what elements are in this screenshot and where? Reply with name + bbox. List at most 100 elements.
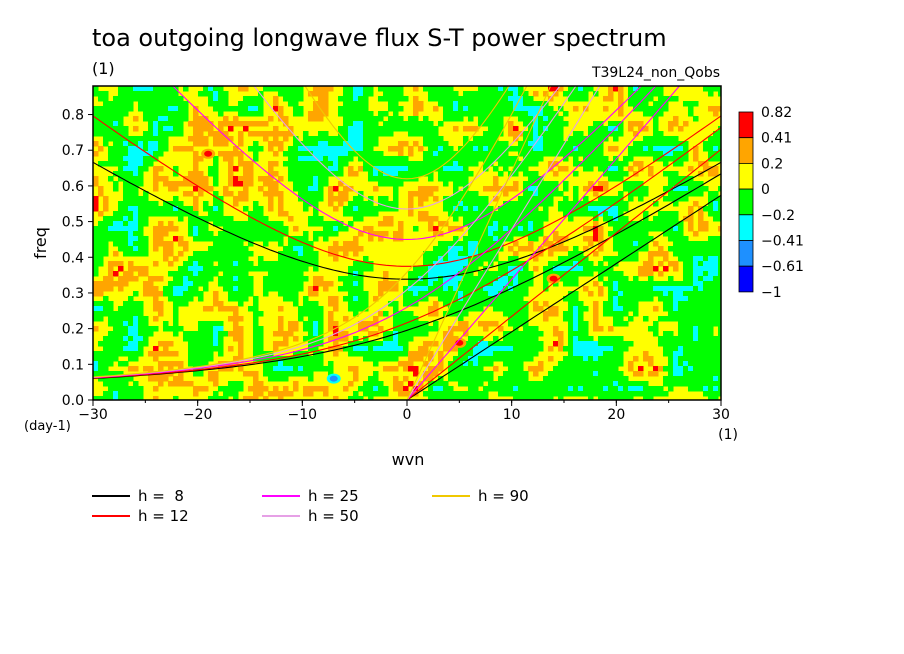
heatmap-cell xyxy=(433,136,439,142)
heatmap-cell xyxy=(93,366,99,372)
heatmap-cell xyxy=(563,141,569,147)
heatmap-cell xyxy=(718,211,721,217)
heatmap-cell xyxy=(533,396,539,400)
heatmap-cell xyxy=(93,176,99,182)
heatmap-cell xyxy=(168,91,174,97)
heatmap-cell xyxy=(533,346,539,352)
heatmap-cell xyxy=(553,181,559,187)
heatmap-cell xyxy=(613,161,619,167)
heatmap-cell xyxy=(643,226,649,232)
heatmap-cell xyxy=(493,86,499,92)
heatmap-cell xyxy=(483,271,489,277)
heatmap-cell xyxy=(253,231,259,237)
heatmap-cell xyxy=(493,96,499,102)
heatmap-cell xyxy=(508,156,514,162)
heatmap-cell xyxy=(713,131,719,137)
heatmap-cell xyxy=(678,251,684,257)
heatmap-cell xyxy=(133,146,139,152)
heatmap-cell xyxy=(108,286,114,292)
heatmap-cell xyxy=(313,191,319,197)
heatmap-cell xyxy=(188,346,194,352)
heatmap-cell xyxy=(268,231,274,237)
heatmap-cell xyxy=(353,211,359,217)
dispersion-curve-ig xyxy=(93,161,721,280)
heatmap-cell xyxy=(508,356,514,362)
heatmap-cell xyxy=(133,386,139,392)
heatmap-cell xyxy=(718,141,721,147)
heatmap-cell xyxy=(223,226,229,232)
heatmap-cell xyxy=(613,381,619,387)
heatmap-cell xyxy=(253,266,259,272)
heatmap-cell xyxy=(543,191,549,197)
heatmap-cell xyxy=(673,136,679,142)
heatmap-cell xyxy=(428,166,434,172)
heatmap-cell xyxy=(668,281,674,287)
heatmap-cell xyxy=(528,326,534,332)
heatmap-cell xyxy=(118,286,124,292)
heatmap-cell xyxy=(628,306,634,312)
heatmap-cell xyxy=(283,96,289,102)
heatmap-cell xyxy=(543,216,549,222)
heatmap-cell xyxy=(183,301,189,307)
heatmap-cell xyxy=(533,331,539,337)
heatmap-cell xyxy=(388,161,394,167)
heatmap-cell xyxy=(613,391,619,397)
heatmap-cell xyxy=(218,106,224,112)
heatmap-cell xyxy=(593,326,599,332)
heatmap-cell xyxy=(573,321,579,327)
heatmap-cell xyxy=(648,236,654,242)
heatmap-cell xyxy=(358,276,364,282)
heatmap-cell xyxy=(588,361,594,367)
heatmap-cell xyxy=(453,196,459,202)
heatmap-cell xyxy=(233,331,239,337)
heatmap-cell xyxy=(308,146,314,152)
heatmap-cell xyxy=(283,151,289,157)
heatmap-cell xyxy=(603,366,609,372)
heatmap-cell xyxy=(338,331,344,337)
heatmap-cell xyxy=(133,201,139,207)
heatmap-cell xyxy=(203,266,209,272)
heatmap-cell xyxy=(483,86,489,92)
heatmap-cell xyxy=(268,286,274,292)
heatmap-cell xyxy=(173,381,179,387)
heatmap-cell xyxy=(433,321,439,327)
heatmap-cell xyxy=(693,256,699,262)
heatmap-cell xyxy=(538,126,544,132)
heatmap-cell xyxy=(173,111,179,117)
heatmap-cell xyxy=(413,141,419,147)
heatmap-cell xyxy=(718,391,721,397)
heatmap-cell xyxy=(113,211,119,217)
heatmap-cell xyxy=(428,191,434,197)
heatmap-cell xyxy=(263,356,269,362)
heatmap-cell xyxy=(558,331,564,337)
heatmap-cell xyxy=(133,136,139,142)
heatmap-cell xyxy=(443,106,449,112)
heatmap-cell xyxy=(363,291,369,297)
heatmap-cell xyxy=(523,356,529,362)
heatmap-cell xyxy=(148,131,154,137)
heatmap-cell xyxy=(188,256,194,262)
heatmap-cell xyxy=(613,356,619,362)
x-tick-label: 10 xyxy=(503,407,521,423)
heatmap-cell xyxy=(708,291,714,297)
heatmap-cell xyxy=(98,261,104,267)
heatmap-cell xyxy=(288,246,294,252)
heatmap-cell xyxy=(328,156,334,162)
heatmap-cell xyxy=(688,216,694,222)
heatmap-cell xyxy=(558,136,564,142)
heatmap-cell xyxy=(638,181,644,187)
heatmap-cell xyxy=(228,331,234,337)
heatmap-cell xyxy=(603,206,609,212)
heatmap-cell xyxy=(93,251,99,257)
heatmap-cell xyxy=(233,256,239,262)
heatmap-cell xyxy=(273,191,279,197)
heatmap-cell xyxy=(493,251,499,257)
heatmap-cell xyxy=(513,126,519,132)
heatmap-cell xyxy=(408,116,414,122)
heatmap-cell xyxy=(193,336,199,342)
heatmap-cell xyxy=(233,221,239,227)
heatmap-cell xyxy=(293,151,299,157)
heatmap-cell xyxy=(253,96,259,102)
heatmap-cell xyxy=(328,221,334,227)
heatmap-cell xyxy=(103,296,109,302)
